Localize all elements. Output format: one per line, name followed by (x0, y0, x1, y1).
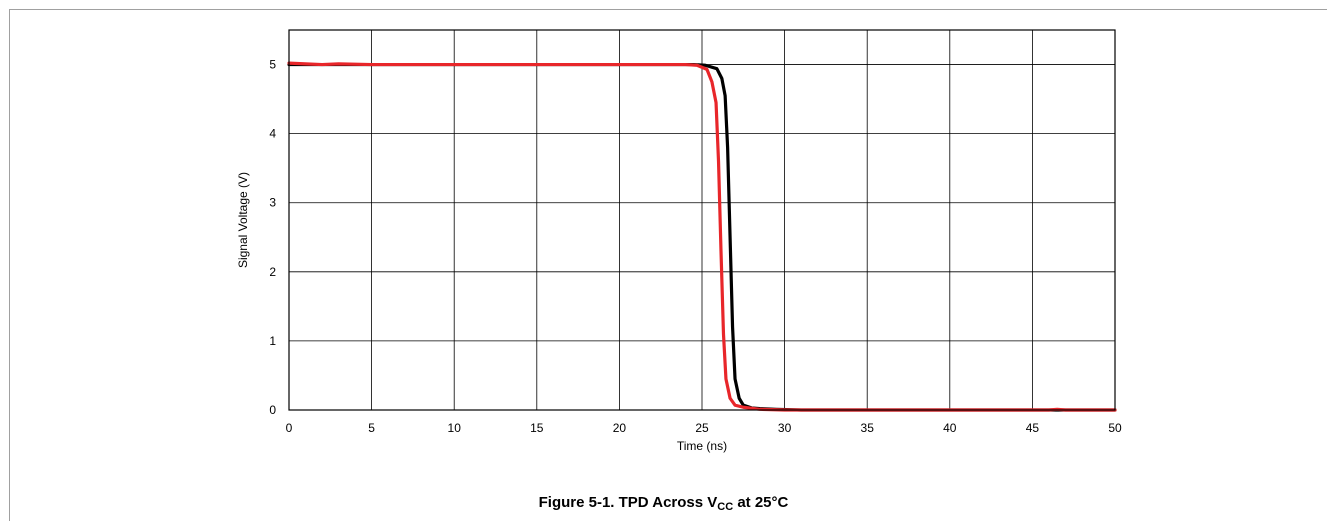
figure-caption: Figure 5-1. TPD Across VCC at 25°C (0, 494, 1327, 513)
y-tick-label: 0 (269, 403, 276, 417)
x-tick-label: 10 (448, 421, 462, 435)
y-tick-label: 3 (269, 196, 276, 210)
x-tick-label: 0 (286, 421, 293, 435)
x-tick-label: 45 (1026, 421, 1040, 435)
x-tick-label: 35 (861, 421, 875, 435)
x-tick-label: 50 (1108, 421, 1122, 435)
y-tick-labels: 0 1 2 3 4 5 (269, 58, 276, 417)
x-tick-label: 25 (695, 421, 709, 435)
y-tick-label: 1 (269, 334, 276, 348)
caption-prefix: Figure 5-1. TPD Across V (538, 494, 718, 511)
x-tick-label: 40 (943, 421, 957, 435)
x-tick-label: 15 (530, 421, 544, 435)
x-tick-label: 5 (368, 421, 375, 435)
caption-subscript: CC (717, 501, 734, 513)
x-tick-labels: 0 5 10 15 20 25 30 35 40 45 50 (286, 421, 1122, 435)
y-tick-label: 5 (269, 58, 276, 72)
grid (288, 30, 1116, 411)
y-tick-label: 4 (269, 127, 276, 141)
figure-frame (9, 9, 1327, 521)
x-axis-label: Time (ns) (677, 439, 727, 453)
x-tick-label: 30 (778, 421, 792, 435)
y-tick-label: 2 (269, 265, 276, 279)
plot-area-border (288, 29, 1116, 411)
caption-suffix: at 25°C (733, 494, 789, 511)
x-tick-label: 20 (613, 421, 627, 435)
y-axis-label: Signal Voltage (V) (236, 172, 250, 268)
